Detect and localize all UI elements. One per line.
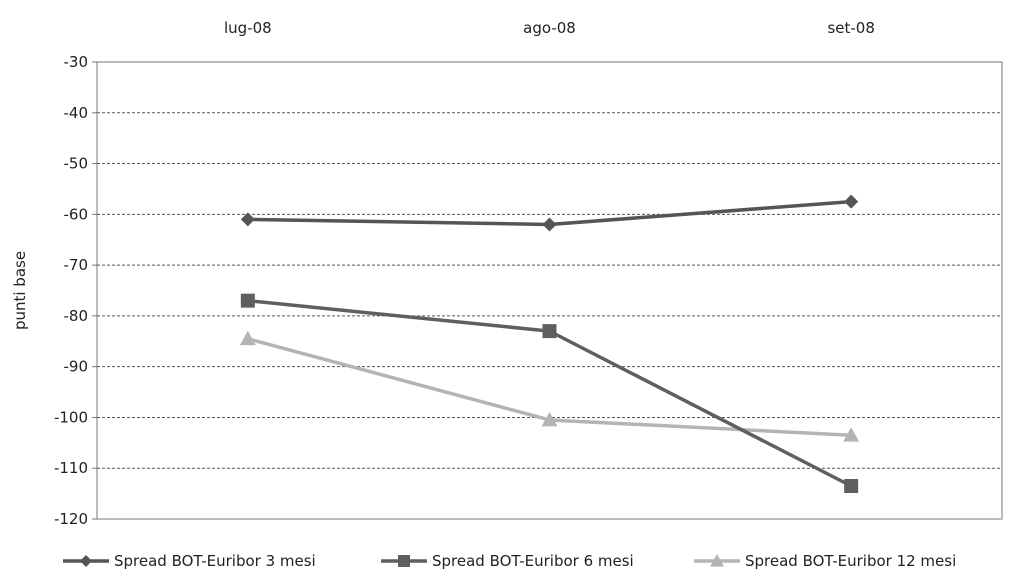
y-tick-label: -60 — [64, 205, 89, 223]
plot-area — [96, 61, 1003, 520]
data-point — [542, 324, 557, 339]
x-category-label: set-08 — [827, 19, 874, 37]
y-tick-label: -90 — [64, 358, 89, 376]
data-point — [239, 330, 256, 346]
legend-label-1: Spread BOT-Euribor 3 mesi — [114, 552, 316, 570]
legend-label-2: Spread BOT-Euribor 6 mesi — [432, 552, 634, 570]
data-point — [844, 478, 859, 493]
y-tick-label: -70 — [64, 256, 89, 274]
data-point — [541, 411, 558, 427]
y-tick-label: -80 — [64, 307, 89, 325]
x-category-label: lug-08 — [224, 19, 272, 37]
y-tick-label: -50 — [64, 155, 89, 173]
legend-marker-1 — [80, 555, 92, 567]
legend-label-3: Spread BOT-Euribor 12 mesi — [745, 552, 956, 570]
legend-marker-2 — [398, 555, 410, 567]
x-category-label: ago-08 — [523, 19, 576, 37]
y-tick-label: -120 — [54, 510, 88, 528]
data-point — [844, 194, 859, 209]
legend-marker-3 — [710, 554, 724, 567]
y-tick-label: -30 — [64, 53, 89, 71]
y-tick-label: -100 — [54, 408, 88, 426]
y-tick-label: -110 — [54, 459, 88, 477]
y-tick-label: -40 — [64, 104, 89, 122]
data-point — [843, 427, 860, 442]
data-point — [240, 293, 255, 308]
data-point — [542, 217, 557, 232]
data-point — [240, 212, 255, 227]
y-axis-title: punti base — [11, 251, 29, 330]
